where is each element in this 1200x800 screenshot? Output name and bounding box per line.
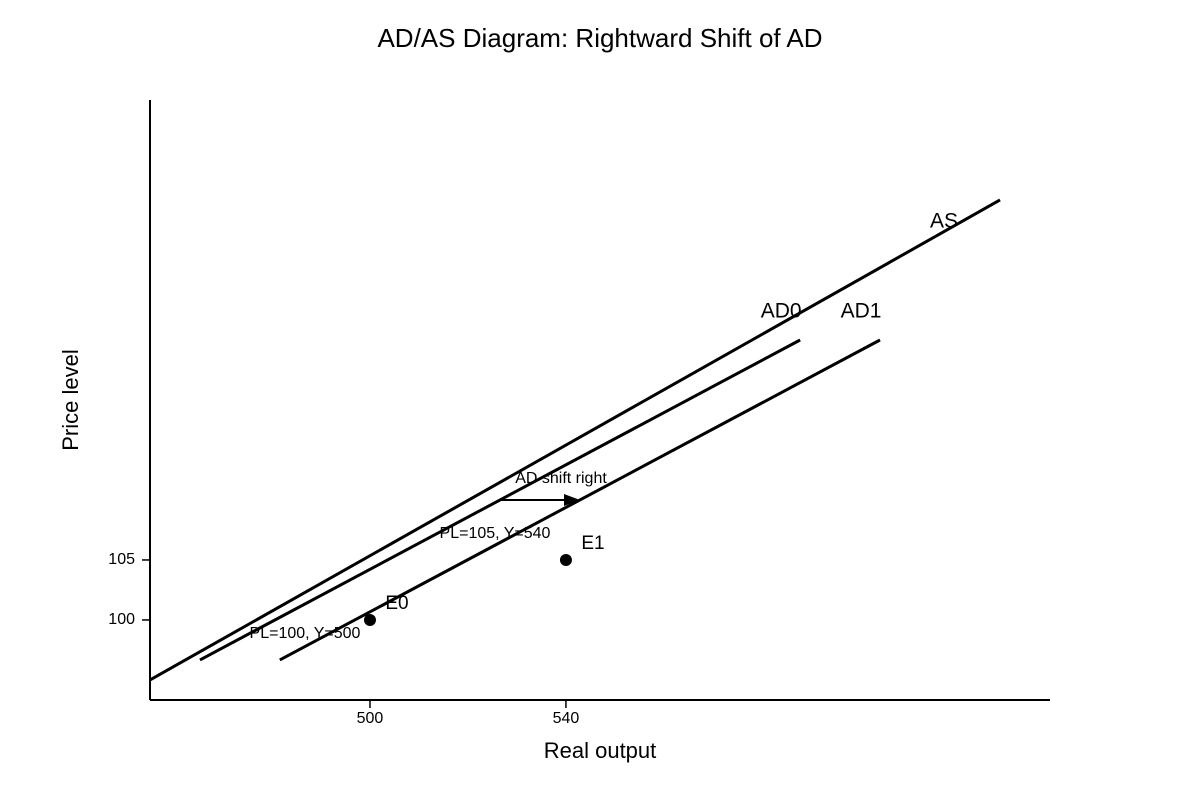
point-label: E0 (385, 593, 408, 614)
point-label: E1 (581, 533, 604, 554)
annotation: PL=105, Y=540 (440, 525, 551, 542)
curve-label: AS (930, 210, 958, 233)
y-axis-label: Price level (58, 349, 83, 450)
equilibrium-point (363, 613, 376, 626)
annotation: AD shift right (515, 470, 607, 487)
curve (199, 338, 801, 662)
x-tick-label: 540 (553, 710, 580, 727)
y-tick-label: 100 (108, 611, 135, 628)
equilibrium-point (559, 553, 572, 566)
annotation: PL=100, Y=500 (250, 625, 361, 642)
x-axis-label: Real output (544, 738, 657, 763)
y-tick-label: 105 (108, 551, 135, 568)
curve (279, 338, 881, 662)
chart-title: AD/AS Diagram: Rightward Shift of AD (377, 23, 822, 53)
curve-label: AD0 (761, 300, 802, 323)
x-tick-label: 500 (357, 710, 384, 727)
curve (149, 198, 1001, 682)
curve-label: AD1 (841, 300, 882, 323)
arrow-head (564, 494, 580, 506)
